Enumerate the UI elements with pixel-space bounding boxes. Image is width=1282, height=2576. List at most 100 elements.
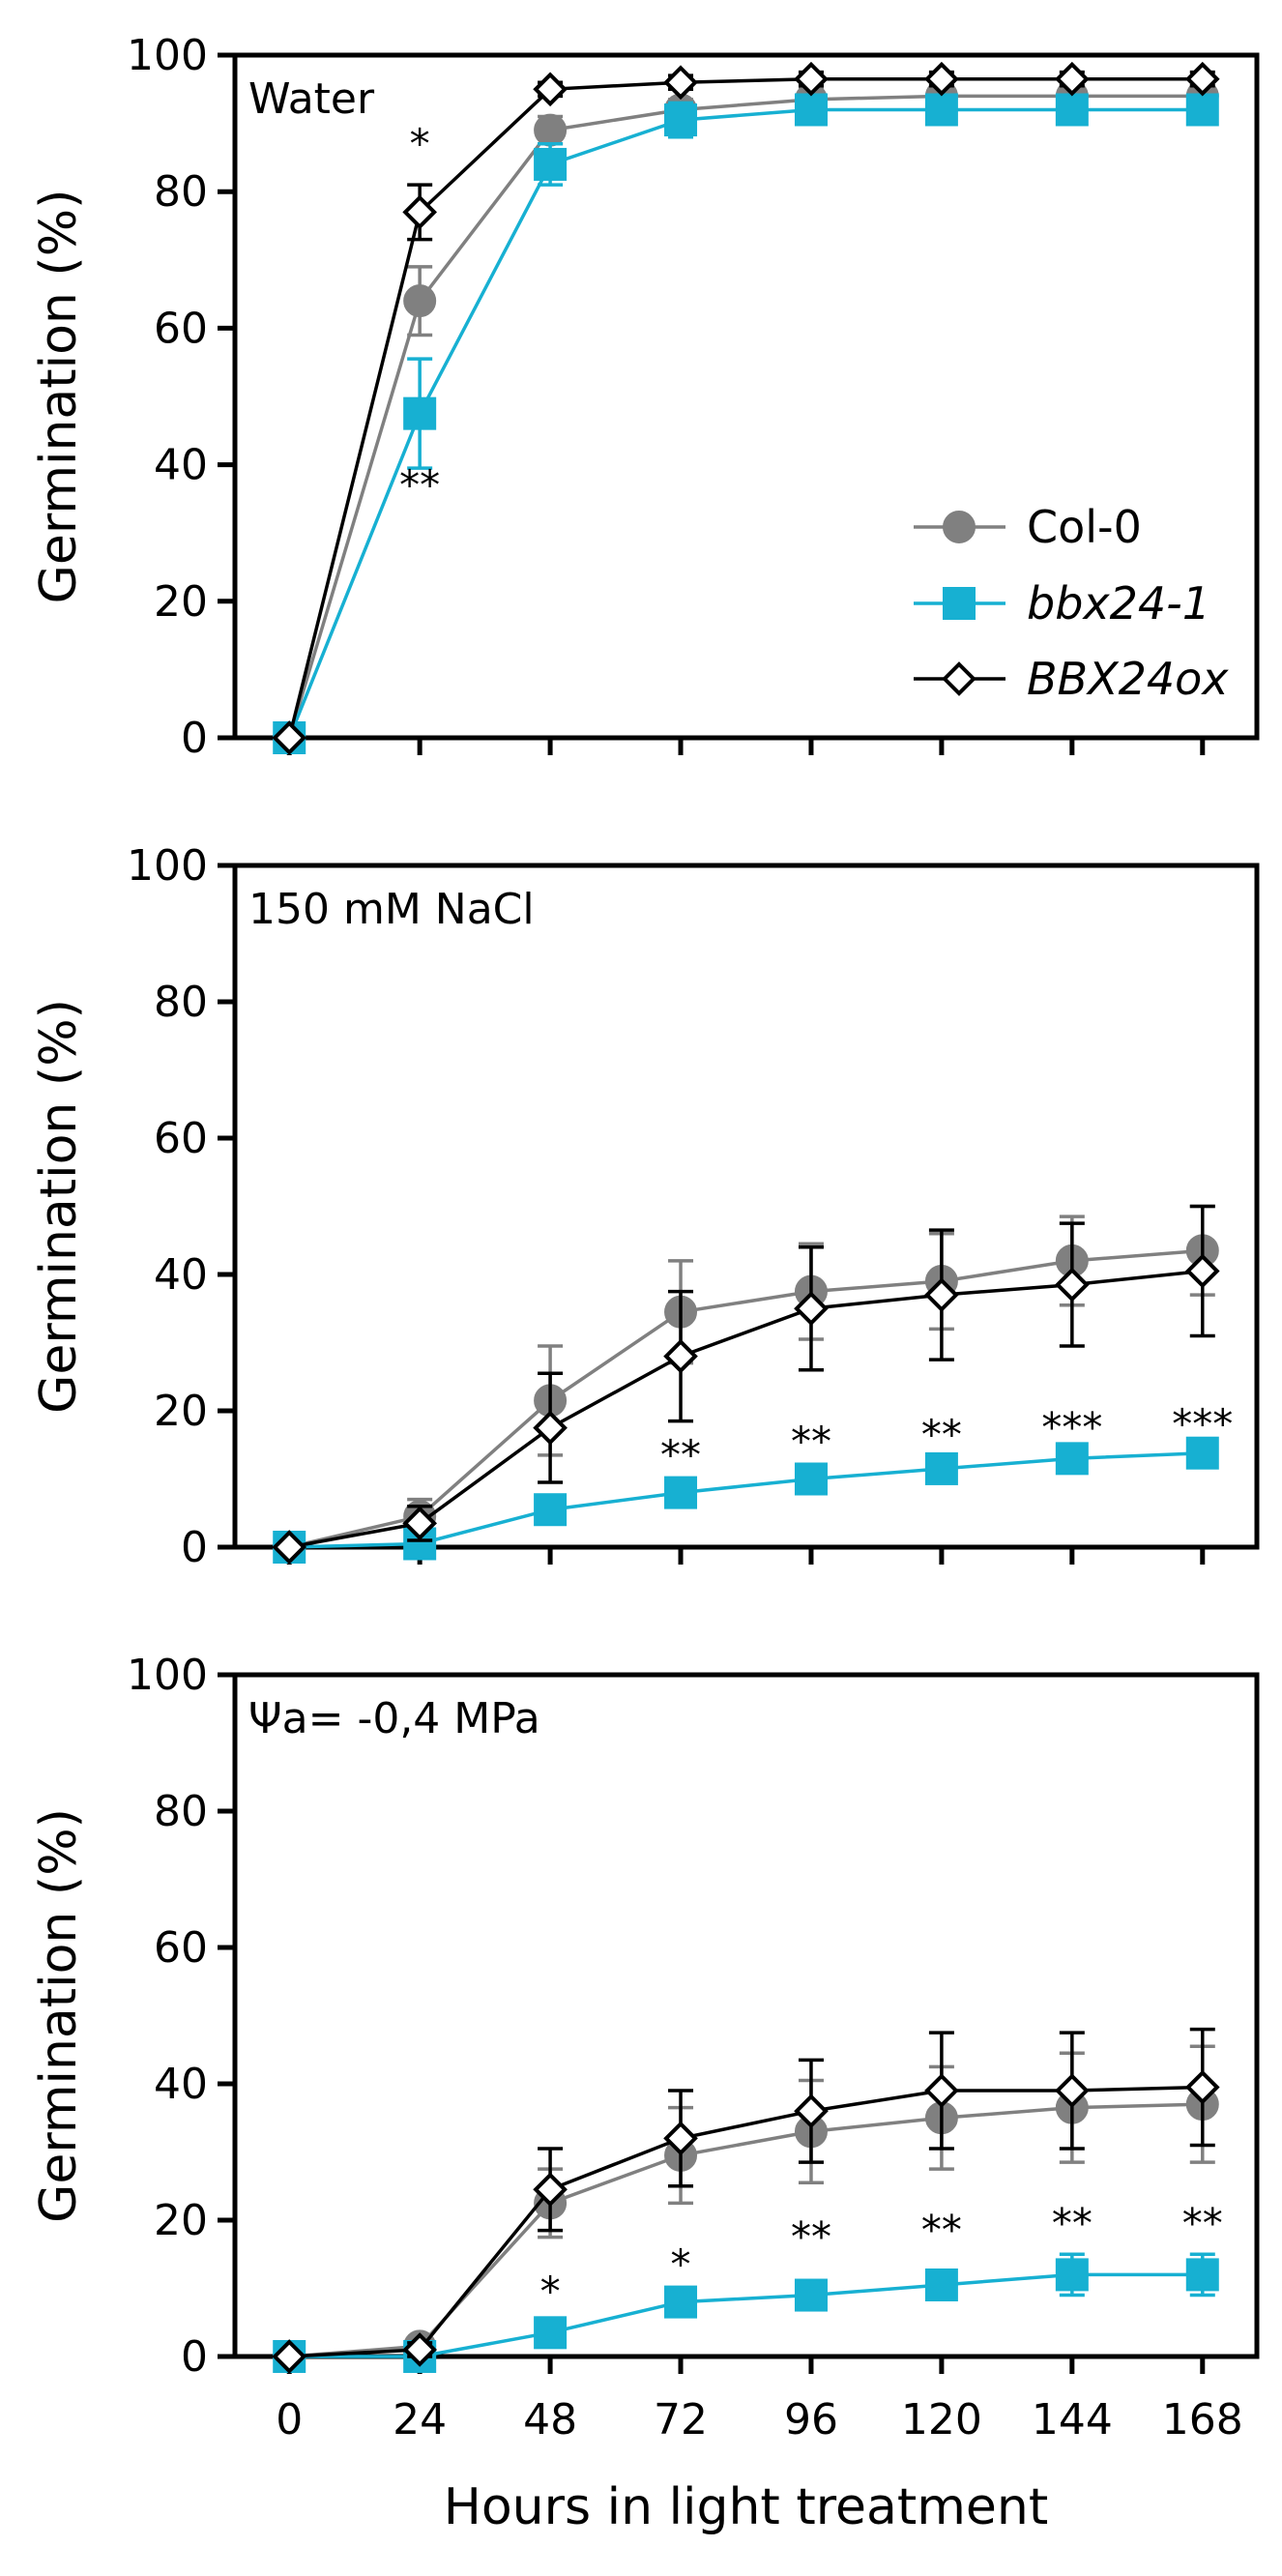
panel-label: Water bbox=[248, 74, 375, 124]
series-line bbox=[289, 1450, 1203, 1549]
data-point bbox=[402, 194, 437, 230]
x-axis-label: Hours in light treatment bbox=[444, 2478, 1048, 2536]
data-point bbox=[402, 1506, 437, 1541]
y-tick-label: 20 bbox=[154, 2196, 208, 2245]
data-point bbox=[403, 284, 437, 318]
data-point bbox=[533, 1410, 568, 1446]
significance-marker: ** bbox=[399, 461, 440, 509]
data-point bbox=[1055, 1267, 1090, 1303]
data-point bbox=[924, 2268, 958, 2301]
series-line bbox=[287, 76, 1203, 739]
y-tick-label: 80 bbox=[154, 978, 208, 1027]
legend-marker bbox=[943, 511, 976, 543]
data-point bbox=[534, 2316, 568, 2350]
legend: Col-0 bbx24-1 BBX24ox bbox=[914, 501, 1229, 705]
data-point bbox=[1185, 93, 1219, 127]
data-point bbox=[664, 1476, 698, 1509]
chart-panel-3: 0 20 40 60 80 100 Germination (%) Ψa= -0,4 MPa *… bbox=[30, 1651, 1260, 2536]
data-point bbox=[1055, 93, 1089, 127]
plot-frame bbox=[232, 1672, 1260, 2359]
data-point bbox=[924, 2073, 959, 2108]
y-tick-label: 0 bbox=[181, 1523, 208, 1572]
data-point bbox=[663, 65, 698, 101]
data-point bbox=[1184, 61, 1220, 97]
data-point bbox=[794, 61, 829, 97]
significance-marker: * bbox=[540, 2268, 561, 2315]
significance-marker: ** bbox=[660, 1431, 701, 1478]
data-point bbox=[533, 72, 568, 107]
plot-frame bbox=[232, 863, 1260, 1550]
x-tick-label: 48 bbox=[523, 2395, 577, 2444]
data-point bbox=[403, 396, 437, 430]
significance-marker: *** bbox=[1172, 1400, 1233, 1448]
data-point bbox=[794, 1291, 829, 1327]
data-point bbox=[663, 2121, 698, 2156]
y-tick-label: 20 bbox=[154, 1387, 208, 1436]
y-tick-label: 100 bbox=[127, 1651, 208, 1700]
panel-label: 150 mM NaCl bbox=[248, 885, 535, 934]
y-tick-label: 20 bbox=[154, 577, 208, 627]
data-point bbox=[533, 2172, 568, 2208]
legend-marker bbox=[943, 587, 976, 620]
significance-marker: ** bbox=[791, 2213, 831, 2261]
y-tick-label: 80 bbox=[154, 1787, 208, 1836]
data-point bbox=[924, 61, 959, 97]
data-point bbox=[794, 93, 828, 127]
series-line bbox=[287, 107, 1203, 739]
data-point bbox=[534, 113, 568, 147]
y-tick-label: 40 bbox=[154, 441, 208, 490]
y-tick-label: 100 bbox=[127, 31, 208, 80]
series-line bbox=[288, 1269, 1203, 1549]
data-point bbox=[1184, 2069, 1220, 2105]
x-tick-label: 0 bbox=[276, 2395, 303, 2444]
data-point bbox=[1184, 1253, 1220, 1289]
y-tick-label: 60 bbox=[154, 1923, 208, 1973]
data-point bbox=[402, 2332, 437, 2367]
data-point bbox=[664, 103, 698, 137]
data-point bbox=[794, 1462, 828, 1496]
y-tick-label: 0 bbox=[181, 714, 208, 763]
data-point bbox=[1185, 2258, 1219, 2292]
x-tick-label: 72 bbox=[654, 2395, 708, 2444]
data-point bbox=[272, 2339, 307, 2374]
data-point bbox=[1055, 2258, 1089, 2292]
series-line bbox=[289, 2272, 1203, 2358]
data-point bbox=[1055, 1442, 1089, 1476]
y-tick-label: 40 bbox=[154, 2060, 208, 2109]
x-tick-label: 168 bbox=[1162, 2395, 1243, 2444]
significance-marker: * bbox=[671, 2240, 691, 2288]
data-point bbox=[534, 147, 568, 181]
significance-marker: ** bbox=[921, 2207, 962, 2254]
series-col-0 bbox=[273, 1204, 1219, 1564]
data-point bbox=[663, 1338, 698, 1374]
y-axis-label: Germination (%) bbox=[30, 999, 88, 1414]
y-tick-label: 40 bbox=[154, 1250, 208, 1300]
data-point bbox=[924, 1451, 958, 1485]
data-point bbox=[664, 2285, 698, 2319]
data-point bbox=[1055, 61, 1090, 97]
x-tick-label: 120 bbox=[901, 2395, 982, 2444]
y-axis-label: Germination (%) bbox=[30, 190, 88, 604]
data-point bbox=[924, 93, 958, 127]
data-point bbox=[924, 1277, 959, 1312]
data-point bbox=[1055, 2073, 1090, 2108]
y-tick-label: 0 bbox=[181, 2332, 208, 2382]
data-point bbox=[794, 2093, 829, 2129]
panel-label: Ψa= -0,4 MPa bbox=[248, 1694, 540, 1743]
data-point bbox=[1185, 1436, 1219, 1470]
legend-marker bbox=[942, 661, 976, 696]
significance-marker: ** bbox=[791, 1418, 831, 1465]
significance-marker: *** bbox=[1041, 1404, 1102, 1451]
data-point bbox=[794, 2278, 828, 2312]
series-line bbox=[287, 94, 1203, 739]
legend-label-bbx24ox: BBX24ox bbox=[1027, 653, 1229, 705]
x-tick-label: 24 bbox=[393, 2395, 447, 2444]
x-tick-label: 96 bbox=[784, 2395, 838, 2444]
y-tick-label: 60 bbox=[154, 304, 208, 353]
y-tick-label: 100 bbox=[127, 841, 208, 891]
series-line bbox=[289, 2085, 1203, 2358]
data-point bbox=[534, 1493, 568, 1527]
series-line bbox=[288, 1248, 1203, 1549]
